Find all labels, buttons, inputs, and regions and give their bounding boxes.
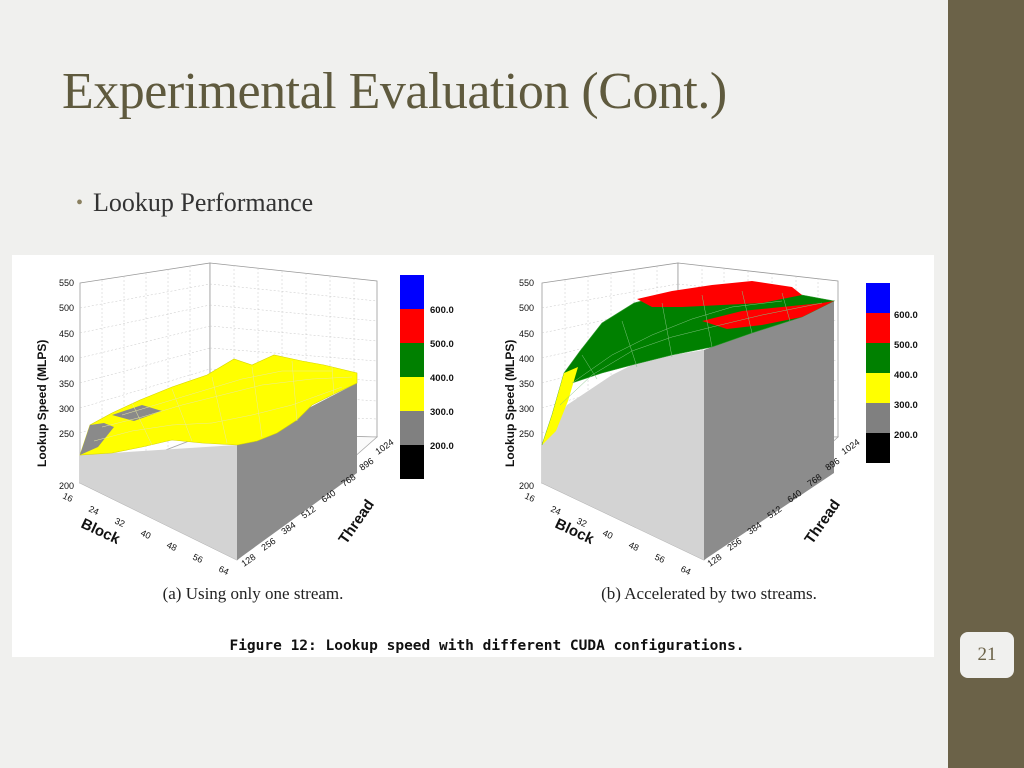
chart-a-z-tick: 350 — [59, 379, 74, 389]
chart-a-x-tick: 64 — [217, 564, 230, 577]
chart-a-x-tick: 48 — [165, 540, 178, 553]
chart-b-z-tick: 350 — [519, 379, 534, 389]
chart-a-surface-low-region — [80, 423, 114, 455]
chart-b-colorbar-label: 300.0 — [894, 400, 918, 411]
chart-a-z-axis-title: Lookup Speed (MLPS) — [35, 340, 49, 467]
chart-b-x-tick: 64 — [679, 564, 692, 577]
chart-a-x-tick: 16 — [61, 491, 74, 504]
chart-a-y-tick: 896 — [357, 456, 375, 473]
chart-b-x-tick: 32 — [575, 516, 588, 529]
page-number: 21 — [977, 644, 997, 665]
chart-b-colorbar-black — [866, 433, 890, 463]
chart-b-z-tick: 300 — [519, 404, 534, 414]
chart-b: 550 500 450 400 350 300 250 200 Lookup S… — [503, 262, 918, 603]
chart-a-z-tick: 500 — [59, 303, 74, 313]
chart-a-surface-mesh — [93, 360, 353, 446]
chart-a-z-tick: 300 — [59, 404, 74, 414]
chart-b-colorbar-blue — [866, 283, 890, 313]
chart-b-colorbar-label: 600.0 — [894, 310, 918, 321]
chart-b-z-tick: 500 — [519, 303, 534, 313]
chart-a-colorbar-yellow — [400, 377, 424, 411]
chart-a-z-ticks: 550 500 450 400 350 300 250 200 — [59, 278, 74, 491]
chart-a-colorbar-green — [400, 343, 424, 377]
chart-b-z-tick: 550 — [519, 278, 534, 288]
chart-b-surface-red-region-2 — [702, 301, 834, 329]
chart-b-surface-yellow-region — [542, 367, 578, 445]
chart-a-caption: (a) Using only one stream. — [163, 584, 344, 603]
chart-b-z-axis-title: Lookup Speed (MLPS) — [503, 340, 517, 467]
chart-a-z-tick: 200 — [59, 481, 74, 491]
chart-a-colorbar-blue — [400, 275, 424, 309]
chart-b-z-tick: 450 — [519, 329, 534, 339]
chart-a-colorbar-label: 200.0 — [430, 441, 454, 452]
chart-b-x-ticks: 16 24 32 40 48 56 64 — [523, 491, 692, 577]
chart-a-x-tick: 32 — [113, 516, 126, 529]
chart-b-colorbar-gray — [866, 403, 890, 433]
chart-b-surface-red-region — [637, 281, 802, 307]
bullet-item: • Lookup Performance — [76, 188, 313, 218]
chart-b-x-tick: 24 — [549, 504, 562, 517]
chart-a-x-tick: 24 — [87, 504, 100, 517]
chart-a-colorbar-label: 600.0 — [430, 305, 454, 316]
chart-b-colorbar-label: 500.0 — [894, 340, 918, 351]
chart-a-y-tick: 1024 — [373, 437, 395, 457]
chart-a-colorbar-label: 500.0 — [430, 339, 454, 350]
chart-b-z-tick: 200 — [519, 481, 534, 491]
chart-b-z-ticks: 550 500 450 400 350 300 250 200 — [519, 278, 534, 491]
chart-b-caption: (b) Accelerated by two streams. — [601, 584, 817, 603]
bullet-text: Lookup Performance — [93, 188, 314, 217]
chart-b-colorbar-yellow — [866, 373, 890, 403]
chart-a-colorbar-black — [400, 445, 424, 479]
figure-svg: 550 500 450 400 350 300 250 200 Lookup S… — [35, 262, 918, 654]
chart-a-right-face — [237, 383, 357, 560]
chart-a-left-face — [80, 445, 237, 560]
chart-a: 550 500 450 400 350 300 250 200 Lookup S… — [35, 262, 454, 603]
chart-a-colorbar-label: 300.0 — [430, 407, 454, 418]
chart-a-colorbar: 600.0 500.0 400.0 300.0 200.0 — [400, 275, 454, 479]
chart-b-y-axis-title: Thread — [801, 497, 844, 548]
figure-caption: Figure 12: Lookup speed with different C… — [229, 638, 744, 654]
chart-b-left-face — [542, 350, 704, 560]
chart-b-y-tick: 1024 — [839, 437, 861, 457]
bullet-dot-icon: • — [76, 192, 84, 214]
figure-panel: 550 500 450 400 350 300 250 200 Lookup S… — [12, 255, 934, 657]
chart-b-z-tick: 400 — [519, 354, 534, 364]
chart-a-colorbar-label: 400.0 — [430, 373, 454, 384]
chart-b-colorbar-label: 200.0 — [894, 430, 918, 441]
chart-a-z-tick: 400 — [59, 354, 74, 364]
chart-a-x-ticks: 16 24 32 40 48 56 64 — [61, 491, 230, 577]
chart-b-x-tick: 56 — [653, 552, 666, 565]
chart-a-z-tick: 250 — [59, 429, 74, 439]
slide-title: Experimental Evaluation (Cont.) — [62, 63, 727, 120]
chart-b-x-tick: 48 — [627, 540, 640, 553]
chart-b-colorbar-red — [866, 313, 890, 343]
chart-a-y-axis-title: Thread — [335, 497, 378, 548]
chart-b-colorbar-green — [866, 343, 890, 373]
chart-a-x-tick: 40 — [139, 528, 152, 541]
chart-a-z-tick: 550 — [59, 278, 74, 288]
chart-a-z-tick: 450 — [59, 329, 74, 339]
chart-b-x-axis-title: Block — [552, 515, 597, 548]
chart-a-colorbar-gray — [400, 411, 424, 445]
chart-b-right-face — [704, 301, 834, 560]
chart-b-colorbar: 600.0 500.0 400.0 300.0 200.0 — [866, 283, 918, 463]
chart-b-x-tick: 16 — [523, 491, 536, 504]
page-number-badge: 21 — [958, 630, 1016, 680]
chart-b-x-tick: 40 — [601, 528, 614, 541]
chart-b-z-tick: 250 — [519, 429, 534, 439]
chart-a-colorbar-red — [400, 309, 424, 343]
chart-a-x-tick: 56 — [191, 552, 204, 565]
chart-b-colorbar-label: 400.0 — [894, 370, 918, 381]
chart-b-surface-mesh — [559, 290, 823, 406]
